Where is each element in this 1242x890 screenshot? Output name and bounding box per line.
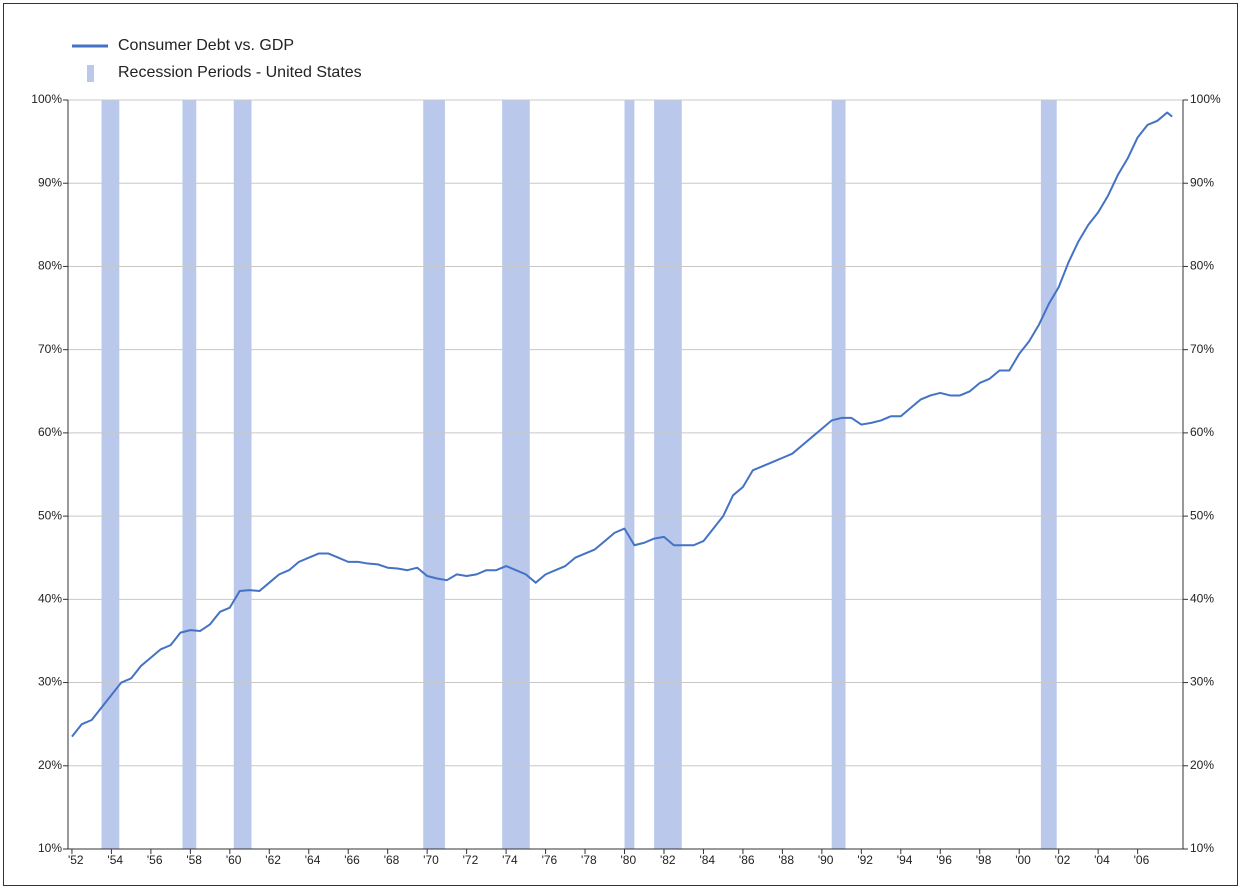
recession-band — [182, 100, 197, 849]
x-tick-label: '90 — [818, 853, 834, 867]
recession-band — [101, 100, 120, 849]
x-tick-label: '94 — [897, 853, 913, 867]
x-tick-label: '60 — [226, 853, 242, 867]
x-tick-label: '80 — [621, 853, 637, 867]
x-tick-label: '82 — [660, 853, 676, 867]
recession-band — [624, 100, 635, 849]
recession-band — [654, 100, 682, 849]
x-tick-label: '56 — [147, 853, 163, 867]
y2-tick-label: 10% — [1190, 841, 1214, 855]
legend-label: Consumer Debt vs. GDP — [118, 37, 294, 54]
x-tick-label: '70 — [423, 853, 439, 867]
x-tick-label: '78 — [581, 853, 597, 867]
y-tick-label: 40% — [38, 592, 62, 606]
y2-tick-label: 40% — [1190, 592, 1214, 606]
y-tick-label: 60% — [38, 425, 62, 439]
y2-tick-label: 80% — [1190, 259, 1214, 273]
y-tick-label: 70% — [38, 342, 62, 356]
x-tick-label: '02 — [1055, 853, 1071, 867]
x-tick-label: '58 — [186, 853, 202, 867]
x-tick-label: '76 — [542, 853, 558, 867]
frame — [3, 3, 1238, 886]
y-tick-label: 50% — [38, 508, 62, 522]
x-tick-label: '74 — [502, 853, 518, 867]
y-tick-label: 10% — [38, 841, 62, 855]
legend-swatch — [87, 65, 94, 82]
x-tick-label: '66 — [344, 853, 360, 867]
y-tick-label: 90% — [38, 175, 62, 189]
x-tick-label: '84 — [699, 853, 715, 867]
x-tick-label: '52 — [68, 853, 84, 867]
y-tick-label: 20% — [38, 758, 62, 772]
recession-band — [1040, 100, 1057, 849]
x-tick-label: '04 — [1094, 853, 1110, 867]
recession-band — [423, 100, 445, 849]
y2-tick-label: 100% — [1190, 92, 1221, 106]
y2-tick-label: 90% — [1190, 175, 1214, 189]
x-tick-label: '62 — [265, 853, 281, 867]
y-tick-label: 80% — [38, 259, 62, 273]
x-tick-label: '00 — [1015, 853, 1031, 867]
x-tick-label: '86 — [739, 853, 755, 867]
y-tick-label: 30% — [38, 675, 62, 689]
recession-band — [831, 100, 846, 849]
y-tick-label: 100% — [31, 92, 62, 106]
x-tick-label: '54 — [107, 853, 123, 867]
x-tick-label: '64 — [305, 853, 321, 867]
x-tick-label: '06 — [1134, 853, 1150, 867]
x-tick-label: '92 — [857, 853, 873, 867]
x-tick-label: '96 — [936, 853, 952, 867]
x-tick-label: '72 — [463, 853, 479, 867]
recession-band — [233, 100, 252, 849]
legend-label: Recession Periods - United States — [118, 64, 362, 81]
y2-tick-label: 30% — [1190, 675, 1214, 689]
y2-tick-label: 50% — [1190, 508, 1214, 522]
x-tick-label: '98 — [976, 853, 992, 867]
y2-tick-label: 70% — [1190, 342, 1214, 356]
x-tick-label: '68 — [384, 853, 400, 867]
y2-tick-label: 60% — [1190, 425, 1214, 439]
recession-band — [502, 100, 530, 849]
data-line — [71, 111, 1173, 738]
x-tick-label: '88 — [778, 853, 794, 867]
y2-tick-label: 20% — [1190, 758, 1214, 772]
